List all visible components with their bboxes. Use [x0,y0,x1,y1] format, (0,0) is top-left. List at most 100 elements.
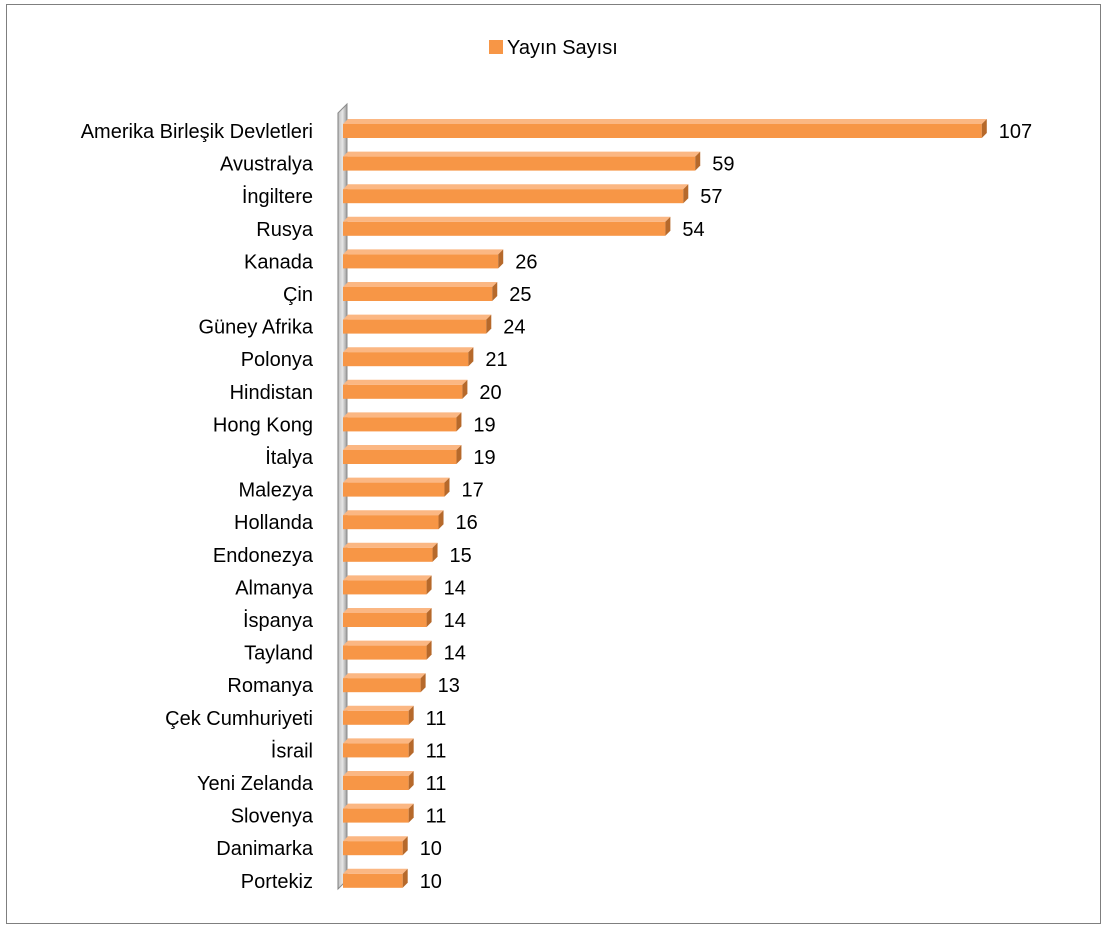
category-label: Çek Cumhuriyeti [165,708,313,730]
bar-front [343,254,499,269]
value-label: 19 [473,414,495,436]
legend-label: Yayın Sayısı [507,37,618,59]
category-label: Almanya [235,577,314,599]
bar [343,836,408,856]
bar-end [683,184,689,204]
bar-top [343,379,468,385]
value-labels: 107 59 57 54 26 25 24 21 20 19 19 17 16 15 14 14 14 13 11 1… [420,121,1032,893]
bar [343,347,474,367]
category-label: İngiltere [242,185,313,208]
bar-top [343,249,504,255]
bar-front [343,873,403,888]
category-label: Güney Afrika [198,317,313,339]
bar-end [462,379,468,399]
bar-top [343,412,462,418]
bar [343,771,414,790]
bar [343,282,498,301]
category-label: Çin [283,284,313,306]
bar-end [981,119,987,138]
value-label: 11 [426,740,447,762]
value-label: 11 [426,773,447,795]
category-label: İspanya [243,609,314,632]
bar [343,738,414,758]
bar-front [343,515,439,530]
category-label: Danimarka [216,838,314,860]
bar-front [343,384,463,399]
bar-top [343,119,987,124]
bar-end [408,771,414,790]
bar [343,119,987,138]
value-label: 16 [456,512,478,534]
bar [343,868,408,888]
bar [343,151,701,171]
bar-end [492,282,498,301]
bar-front [343,613,427,627]
bar-front [343,450,457,464]
bar [343,379,468,399]
bar-top [343,445,462,450]
bar-top [343,640,432,646]
value-label: 11 [426,708,447,730]
bar-front [343,710,409,725]
value-label: 14 [444,643,466,665]
bar-front [343,776,409,790]
category-label: İtalya [265,446,314,469]
bar-front [343,221,666,236]
bar-front [343,417,457,432]
bar-front [343,580,427,595]
bar-end [498,249,504,269]
value-label: 17 [461,480,483,502]
value-label: 11 [426,806,447,828]
bar [343,314,492,334]
bar-top [343,542,438,548]
bar-end [408,803,414,823]
bar-top [343,868,408,874]
value-label: 107 [999,121,1032,143]
category-label: Amerika Birleşik Devletleri [81,121,313,143]
bar-end [420,673,426,693]
value-label: 10 [420,838,442,860]
bar-top [343,771,414,776]
category-label: Slovenya [231,806,314,828]
bar-top [343,216,671,222]
bar-end [468,347,474,367]
bar-end [665,216,671,236]
bar-end [426,640,432,660]
bar-front [343,547,433,562]
category-label: Hindistan [230,382,313,404]
bar-end [456,412,462,432]
bar-end [438,510,444,530]
bar-front [343,678,421,693]
value-label: 10 [420,871,442,893]
bar-top [343,738,414,744]
bar-end [408,705,414,725]
bar-top [343,705,414,711]
bar [343,608,432,627]
bar-front [343,743,409,758]
bar-top [343,151,701,157]
value-label: 15 [450,545,472,567]
category-label: Yeni Zelanda [197,773,314,795]
category-label: Malezya [239,480,314,502]
bar-top [343,510,444,516]
category-label: Hollanda [234,512,314,534]
bars-group [343,119,987,888]
value-label: 59 [712,154,734,176]
bar-end [695,151,701,171]
bar-top [343,608,432,613]
value-label: 57 [700,186,722,208]
legend: Yayın Sayısı [489,37,618,59]
value-label: 26 [515,251,537,273]
value-label: 24 [503,317,525,339]
bar-end [456,445,462,464]
bar-end [426,575,432,595]
value-label: 54 [682,219,704,241]
value-label: 14 [444,610,466,632]
value-label: 13 [438,675,460,697]
value-label: 14 [444,577,466,599]
bar-end [432,542,438,562]
bar-front [343,645,427,660]
bar-end [402,836,408,856]
bar [343,249,504,269]
